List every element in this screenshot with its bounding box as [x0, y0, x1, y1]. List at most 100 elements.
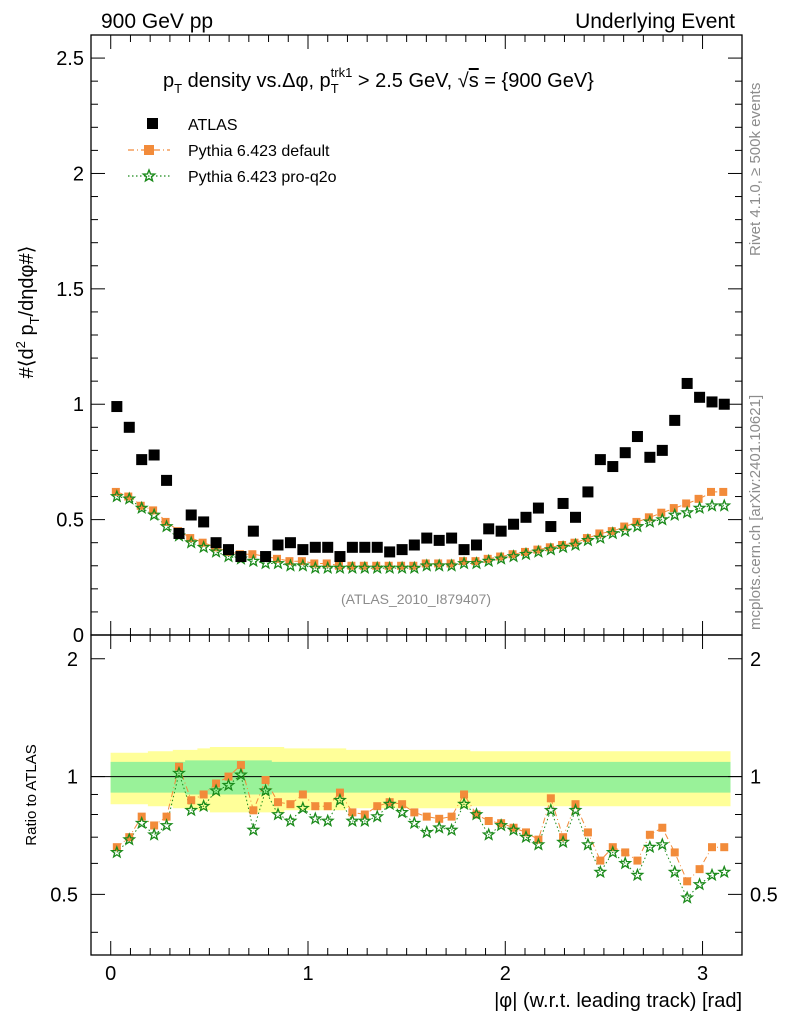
- main-plot-title: pT density vs.Δφ, pTtrk1 > 2.5 GeV, √s =…: [163, 65, 594, 96]
- ratio-default-point: [472, 810, 481, 819]
- x-tick-label: 1: [302, 963, 313, 985]
- atlas-point: [408, 539, 420, 551]
- ratio-proq2o-point: [308, 811, 323, 825]
- ratio-default-point: [497, 819, 506, 828]
- ratio-proq2o-point: [618, 856, 633, 870]
- proq2o-point: [295, 558, 310, 572]
- proq2o-point: [705, 498, 720, 512]
- proq2o-point: [692, 500, 707, 515]
- ratio-default-point: [398, 800, 407, 809]
- ratio-proq2o-point: [357, 813, 372, 827]
- atlas-point: [222, 544, 234, 556]
- proq2o-point: [469, 556, 484, 570]
- atlas-point: [284, 537, 296, 549]
- proq2o-point: [642, 514, 657, 528]
- atlas-point: [508, 518, 520, 530]
- main-panel: (ATLAS_2010_I879407) 0 0.5 1 1.5 2 2.5 pT den…: [13, 34, 743, 647]
- atlas-point: [173, 527, 185, 539]
- ratio-axis-ticks: [91, 635, 742, 955]
- ratio-proq2o-point: [122, 832, 137, 846]
- ratio-default-point: [484, 816, 493, 825]
- ratio-default-point: [125, 833, 134, 842]
- ratio-default-point: [335, 788, 344, 797]
- default-point: [682, 499, 691, 508]
- proq2o-point: [332, 560, 347, 575]
- atlas-point: [297, 544, 309, 556]
- ratio-default-point: [546, 794, 555, 803]
- mcplots-label: mcplots.cern.ch [arXiv:2401.10621]: [747, 395, 764, 630]
- main-data-marks: [109, 377, 732, 575]
- ratio-default-point: [298, 790, 307, 799]
- proq2o-point: [308, 560, 323, 575]
- x-tick-label: 0: [105, 963, 116, 985]
- ratio-proq2o-point: [506, 822, 521, 837]
- atlas-point: [334, 551, 346, 563]
- proq2o-point: [382, 560, 397, 575]
- ratio-proq2o-point: [320, 813, 335, 827]
- ratio-y-tick-labels: 0.5 0.5 1 1 2 2: [50, 649, 778, 907]
- ratio-default-point: [224, 772, 233, 781]
- proq2o-point: [184, 535, 199, 549]
- ratio-proq2o-point: [159, 818, 174, 832]
- proq2o-point: [419, 558, 434, 572]
- atlas-point: [631, 431, 643, 443]
- proq2o-point: [109, 489, 124, 503]
- main-axis-ticks: [91, 34, 742, 636]
- proq2o-point: [556, 539, 571, 554]
- ratio-proq2o-point: [531, 837, 546, 851]
- main-y-tick-labels: 0 0.5 1 1.5 2 2.5: [56, 48, 84, 647]
- proq2o-point: [655, 512, 670, 526]
- proq2o-point: [605, 526, 620, 540]
- proq2o-point: [159, 519, 174, 533]
- ratio-default-point: [286, 800, 295, 809]
- atlas-point: [520, 511, 532, 523]
- proq2o-point: [134, 500, 149, 515]
- default-point: [719, 487, 728, 496]
- atlas-point: [359, 541, 371, 553]
- ratio-proq2o-point: [258, 783, 273, 797]
- ratio-proq2o-point: [481, 827, 496, 841]
- ratio-proq2o-point: [147, 827, 162, 841]
- proq2o-point: [457, 556, 472, 570]
- ratio-panel-frame: [90, 634, 743, 956]
- atlas-point: [247, 525, 259, 537]
- ratio-proq2o-point: [630, 867, 645, 882]
- proq2o-point: [580, 533, 595, 547]
- ratio-y-tick-label-left: 1: [67, 767, 78, 789]
- atlas-point: [148, 449, 160, 461]
- ratio-proq2o-point: [395, 805, 410, 819]
- ratio-proq2o-point: [580, 837, 595, 851]
- proq2o-point: [717, 498, 732, 512]
- ratio-proq2o-point: [717, 864, 732, 879]
- proq2o-point: [518, 546, 533, 561]
- main-y-axis-label: #⟨d2 pT/dηdφ#⟩: [13, 246, 42, 379]
- atlas-point: [309, 541, 321, 553]
- ratio-x-tick-labels: 0 1 2 3: [105, 963, 708, 985]
- proq2o-point: [432, 558, 447, 572]
- ratio-y-axis-label: Ratio to ATLAS: [23, 744, 40, 845]
- atlas-point: [607, 461, 619, 473]
- atlas-point: [706, 396, 718, 408]
- ratio-default-point: [373, 802, 382, 811]
- default-point: [248, 550, 257, 559]
- main-y-tick-label: 0.5: [56, 510, 84, 532]
- ratio-default-point: [261, 775, 270, 784]
- proq2o-point: [667, 507, 682, 521]
- analysis-watermark: (ATLAS_2010_I879407): [341, 591, 491, 607]
- ratio-proq2o-point: [605, 845, 620, 859]
- ratio-default-point: [236, 761, 245, 770]
- proq2o-point: [593, 530, 608, 545]
- ratio-default-point: [509, 823, 518, 832]
- proq2o-point: [680, 505, 695, 519]
- ratio-default-point: [323, 802, 332, 811]
- x-axis-label: |φ| (w.r.t. leading track) [rad]: [494, 990, 742, 1012]
- ratio-proq2o-point: [655, 837, 670, 851]
- main-y-tick-label: 1: [73, 394, 84, 416]
- atlas-point: [644, 451, 656, 463]
- ratio-default-point: [583, 828, 592, 837]
- ratio-y-tick-label-right: 0.5: [750, 884, 778, 906]
- ratio-default-point: [708, 843, 717, 852]
- atlas-point: [557, 497, 569, 509]
- legend-proq2o-label: Pythia 6.423 pro-q2o: [188, 169, 337, 186]
- main-y-tick-label: 2: [73, 163, 84, 185]
